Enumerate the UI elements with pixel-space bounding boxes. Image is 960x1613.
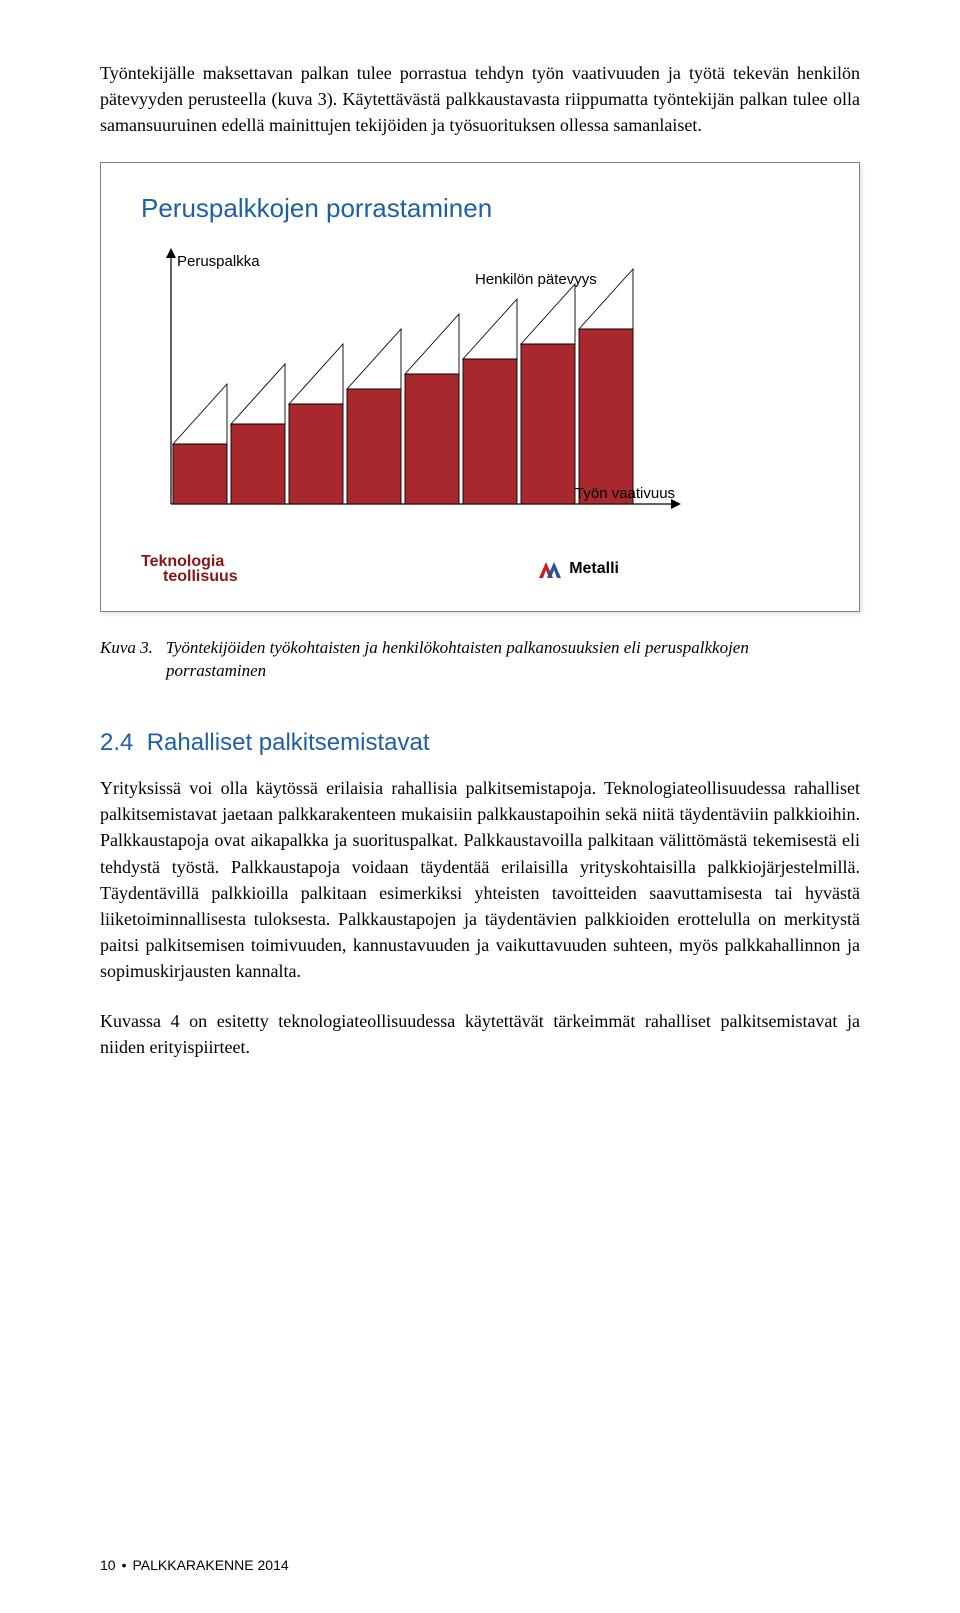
intro-paragraph: Työntekijälle maksettavan palkan tulee p… xyxy=(100,60,860,138)
chart-title: Peruspalkkojen porrastaminen xyxy=(141,193,819,224)
chart-svg: Peruspalkka Henkilön pätevyys Työn vaativu… xyxy=(141,244,761,544)
logos-row: Teknologia teollisuus Metalli xyxy=(141,554,819,584)
logo-tek-line2: teollisuus xyxy=(163,569,238,584)
footer-bullet: • xyxy=(122,1557,127,1573)
caption-kuva: Kuva 3. xyxy=(100,638,153,657)
metalli-icon xyxy=(537,558,563,580)
page-footer: 10 • PALKKARAKENNE 2014 xyxy=(100,1557,289,1573)
section-heading: 2.4 Rahalliset palkitsemistavat xyxy=(100,729,860,757)
metalli-text: Metalli xyxy=(569,560,619,578)
section-number: 2.4 xyxy=(100,729,133,756)
chart-card: Peruspalkkojen porrastaminen Peruspalkka… xyxy=(100,162,860,611)
section-body-2: Kuvassa 4 on esitetty teknologiateollisu… xyxy=(100,1008,860,1060)
figure-caption: Kuva 3. Työntekijöiden työkohtaisten ja … xyxy=(100,636,860,684)
teknologiateollisuus-logo: Teknologia teollisuus xyxy=(141,554,238,584)
section-title: Rahalliset palkitsemistavat xyxy=(147,729,430,756)
logo-tek-line1: Teknologia xyxy=(141,554,238,569)
footer-book: PALKKARAKENNE 2014 xyxy=(132,1557,288,1573)
footer-page: 10 xyxy=(100,1557,116,1573)
chart-area: Peruspalkka Henkilön pätevyys Työn vaativu… xyxy=(141,244,819,544)
caption-line2: porrastaminen xyxy=(166,659,860,683)
svg-text:Peruspalkka: Peruspalkka xyxy=(177,253,260,270)
caption-line1: Työntekijöiden työkohtaisten ja henkilök… xyxy=(166,638,749,657)
section-body-1: Yrityksissä voi olla käytössä erilaisia … xyxy=(100,775,860,984)
svg-text:Henkilön pätevyys: Henkilön pätevyys xyxy=(475,271,597,288)
svg-text:Työn vaativuus: Työn vaativuus xyxy=(575,485,675,502)
metalli-logo: Metalli xyxy=(537,558,619,580)
